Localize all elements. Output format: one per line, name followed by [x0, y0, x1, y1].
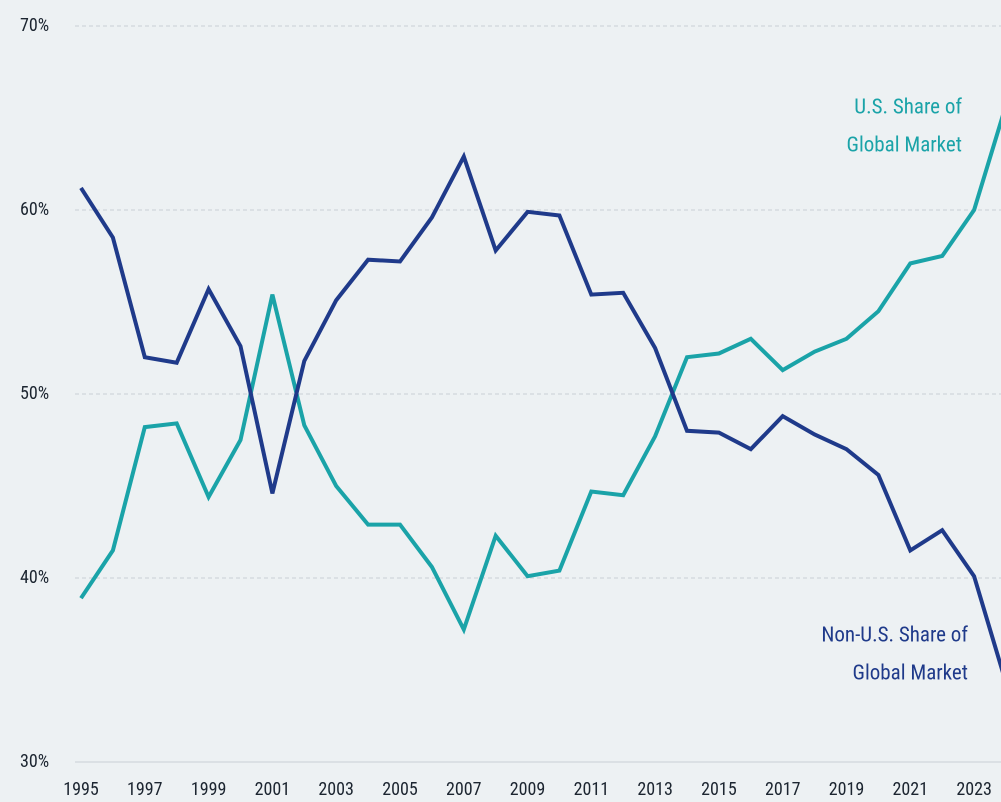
y-tick-label: 60% — [20, 199, 49, 220]
x-tick-label: 2007 — [446, 779, 482, 800]
series-label: Global Market — [853, 662, 968, 686]
y-tick-label: 50% — [20, 383, 49, 404]
x-tick-label: 2005 — [382, 779, 418, 800]
y-tick-label: 30% — [20, 751, 49, 772]
x-tick-label: 2013 — [637, 779, 673, 800]
x-tick-label: 2019 — [829, 779, 865, 800]
x-tick-label: 2009 — [510, 779, 546, 800]
series-label: Non-U.S. Share of — [821, 624, 968, 648]
data-line — [79, 114, 1001, 635]
y-tick-label: 40% — [20, 567, 49, 588]
x-tick-label: 2021 — [893, 779, 929, 800]
x-tick-label: 2001 — [255, 779, 291, 800]
x-tick-label: 2017 — [765, 779, 801, 800]
x-tick-label: 2015 — [701, 779, 737, 800]
series-label: Global Market — [847, 134, 962, 158]
data-line — [79, 151, 1001, 674]
series-label: U.S. Share of — [854, 96, 962, 120]
x-tick-label: 1997 — [127, 779, 163, 800]
x-tick-label: 2023 — [956, 779, 992, 800]
y-tick-label: 70% — [20, 15, 49, 36]
x-tick-label: 2011 — [574, 779, 610, 800]
x-tick-label: 1995 — [63, 779, 99, 800]
x-tick-label: 1999 — [191, 779, 227, 800]
x-tick-label: 2003 — [318, 779, 354, 800]
